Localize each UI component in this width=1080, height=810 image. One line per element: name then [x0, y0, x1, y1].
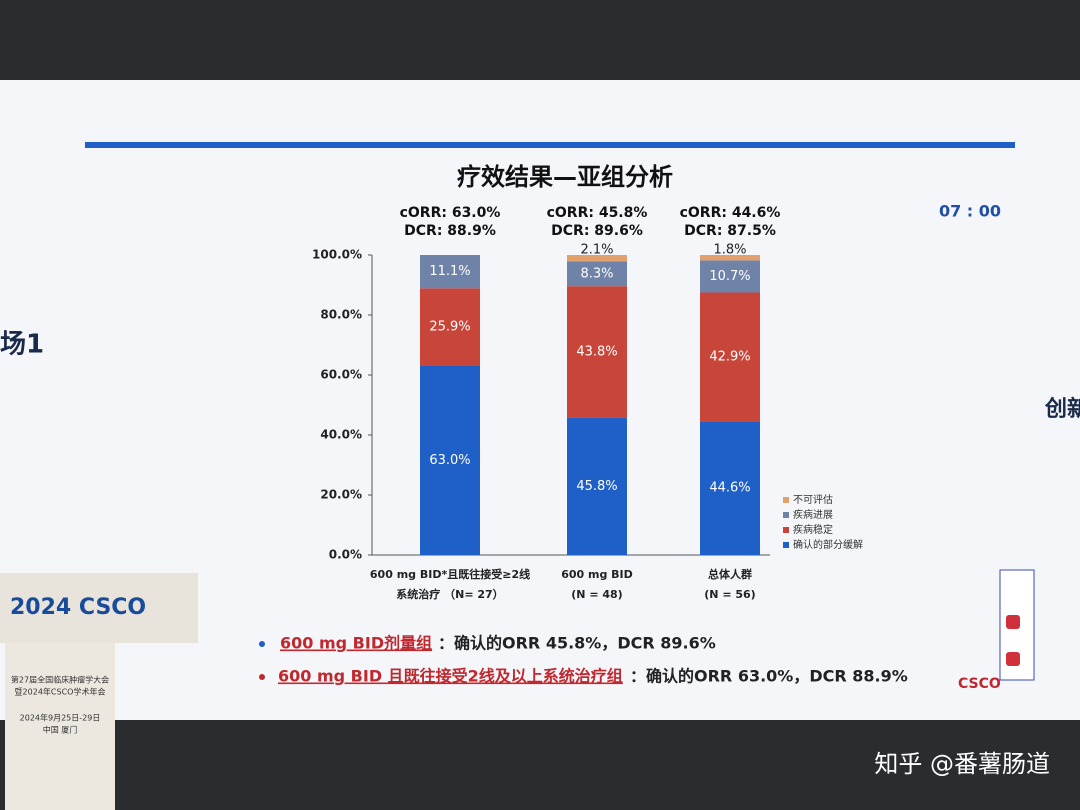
- value-label: 42.9%: [709, 349, 750, 364]
- legend-swatch: [783, 527, 789, 533]
- bar-segment: [420, 366, 480, 555]
- legend-label: 疾病进展: [793, 508, 833, 521]
- bar-segment: [420, 288, 480, 366]
- value-label: 10.7%: [709, 269, 750, 284]
- slide-title: 疗效结果—亚组分析: [457, 163, 673, 191]
- podium-text: 2024年9月25日-29日: [20, 713, 101, 723]
- y-tick-label: 60.0%: [320, 368, 362, 382]
- bar-annotation: DCR: 88.9%: [404, 223, 496, 239]
- bar-segment: [420, 255, 480, 289]
- value-label: 25.9%: [429, 320, 470, 335]
- bar-segment: [700, 260, 760, 293]
- bar-segment: [700, 255, 760, 261]
- bar-annotation: cORR: 45.8%: [547, 205, 648, 221]
- x-tick-label: (N = 56): [704, 588, 755, 601]
- legend-swatch: [783, 542, 789, 548]
- x-tick-label: 600 mg BID: [561, 568, 633, 581]
- value-label: 43.8%: [576, 344, 617, 359]
- bar-segment: [567, 286, 627, 418]
- bullet-text: ：确认的ORR 63.0%，DCR 88.9%: [630, 667, 908, 686]
- value-label: 1.8%: [713, 243, 746, 258]
- bullet-text: ：确认的ORR 45.8%，DCR 89.6%: [438, 634, 716, 653]
- value-label: 44.6%: [709, 481, 750, 496]
- side-text: 场1: [0, 330, 44, 360]
- bar-annotation: cORR: 44.6%: [680, 205, 781, 221]
- y-tick-label: 20.0%: [320, 488, 362, 502]
- x-tick-label: 总体人群: [708, 567, 752, 581]
- bar-segment: [567, 417, 627, 555]
- value-label: 2.1%: [580, 243, 613, 258]
- legend-label: 疾病稳定: [793, 523, 833, 536]
- bar-annotation: DCR: 87.5%: [684, 223, 776, 239]
- value-label: 8.3%: [580, 266, 613, 281]
- bar-annotation: DCR: 89.6%: [551, 223, 643, 239]
- bar-annotation: cORR: 63.0%: [400, 205, 501, 221]
- watermark: 知乎 @番薯肠道: [874, 750, 1050, 778]
- legend-label: 不可评估: [793, 493, 833, 506]
- title-rule: [85, 142, 1015, 148]
- value-label: 45.8%: [576, 479, 617, 494]
- podium-text: 第27届全国临床肿瘤学大会: [11, 675, 109, 685]
- value-label: 63.0%: [429, 453, 470, 468]
- y-tick-label: 100.0%: [312, 248, 362, 262]
- bar-segment: [700, 421, 760, 555]
- y-tick-label: 40.0%: [320, 428, 362, 442]
- y-tick-label: 0.0%: [329, 548, 362, 562]
- bullet-dot: [259, 641, 265, 647]
- side-text: 创新: [1044, 396, 1080, 422]
- podium-top: [0, 573, 198, 643]
- legend-swatch: [783, 497, 789, 503]
- x-tick-label: 系统治疗 （N= 27）: [396, 587, 503, 601]
- toolbar-icon[interactable]: [1006, 615, 1020, 629]
- value-label: 11.1%: [429, 264, 470, 279]
- x-tick-label: (N = 48): [571, 588, 622, 601]
- bullet-highlight: 600 mg BID 且既往接受2线及以上系统治疗组: [278, 667, 623, 686]
- timer: 07 : 00: [939, 202, 1001, 221]
- legend-swatch: [783, 512, 789, 518]
- podium-logo: 2024 CSCO: [10, 595, 146, 620]
- bar-segment: [700, 292, 760, 422]
- podium: [5, 643, 115, 810]
- logo: CSCO: [958, 676, 1001, 692]
- bullet-dot: [259, 674, 265, 680]
- bar-segment: [567, 261, 627, 287]
- x-tick-label: 600 mg BID*且既往接受≥2线: [370, 567, 530, 581]
- bar-segment: [567, 255, 627, 262]
- y-tick-label: 80.0%: [320, 308, 362, 322]
- toolbar-icon[interactable]: [1006, 652, 1020, 666]
- podium-text: 暨2024年CSCO学术年会: [15, 687, 106, 697]
- bullet-highlight: 600 mg BID剂量组: [280, 634, 432, 653]
- legend-label: 确认的部分缓解: [793, 538, 863, 551]
- podium-text: 中国 厦门: [43, 725, 78, 735]
